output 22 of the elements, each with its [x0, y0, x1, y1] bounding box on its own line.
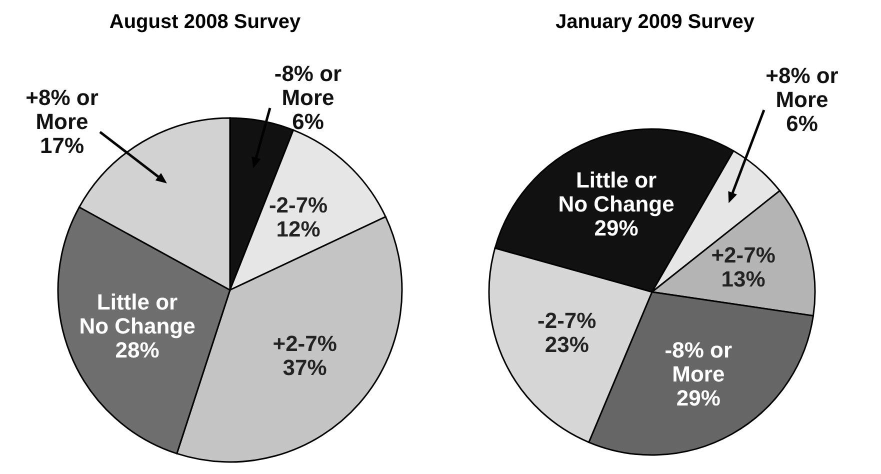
data-label: 29%: [676, 385, 720, 410]
data-label: 28%: [115, 338, 160, 363]
slice-label: +8% or More: [766, 63, 839, 112]
data-label: 23%: [544, 332, 589, 358]
slice-label: -2-7%: [268, 192, 328, 218]
data-label: 29%: [594, 215, 638, 240]
data-label: 13%: [721, 266, 766, 292]
slice-label: +8% or More: [26, 85, 99, 134]
data-label: 12%: [276, 216, 320, 242]
slice-label: +2-7%: [272, 330, 337, 356]
chart-title: January 2009 Survey: [555, 11, 756, 33]
data-label: 37%: [282, 354, 327, 380]
data-label: 17%: [40, 133, 84, 158]
slice-label: -8% or More: [664, 337, 732, 386]
slice-label: -2-7%: [538, 308, 596, 334]
data-label: 6%: [786, 111, 818, 136]
slice-label: -8% or More: [274, 61, 342, 110]
chart-title: August 2008 Survey: [109, 11, 302, 33]
slice-label: Little or No Change: [79, 290, 196, 339]
slice-label: Little or No Change: [558, 167, 674, 216]
data-label: 6%: [292, 109, 324, 134]
slice-label: +2-7%: [711, 242, 776, 268]
